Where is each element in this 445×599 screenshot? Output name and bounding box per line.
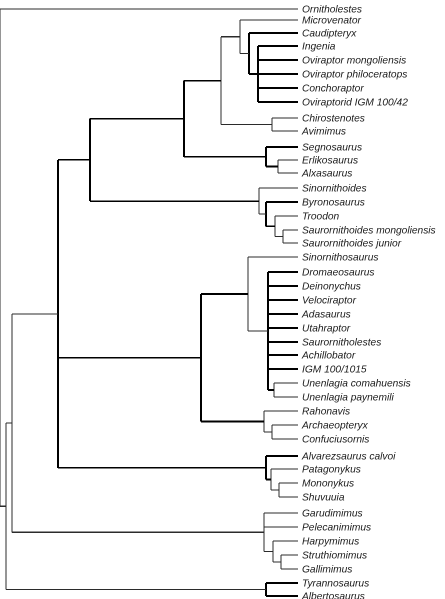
taxon-label: Harpymimus: [302, 537, 359, 548]
taxon-label: Adasaurus: [301, 310, 351, 321]
taxon-label: Microvenator: [302, 16, 361, 27]
taxon-label: Segnosaurus: [302, 143, 362, 154]
taxon-label: Alxasaurus: [301, 169, 352, 180]
taxon-label: Erlikosaurus: [302, 156, 358, 167]
taxon-label: Archaeopteryx: [301, 421, 369, 432]
taxon-label: Velociraptor: [302, 296, 357, 307]
taxon-label: Ingenia: [302, 42, 336, 53]
cladogram-branches: [0, 8, 298, 597]
taxon-label: Pelecanimimus: [302, 523, 371, 534]
taxon-label: Confuciusornis: [302, 435, 369, 446]
taxon-label: Tyrannosaurus: [302, 579, 369, 590]
taxon-label: Gallimimus: [302, 565, 352, 576]
taxon-label: Conchoraptor: [302, 84, 364, 95]
taxon-label: Oviraptor philoceratops: [302, 70, 407, 81]
taxon-label: Rahonavis: [302, 407, 350, 418]
taxon-label: Unenlagia paynemili: [302, 393, 394, 404]
taxon-label: Unenlagia comahuensis: [302, 379, 411, 390]
taxon-label: Saurornithoides mongoliensis: [302, 226, 436, 237]
taxon-label: Chirostenotes: [302, 114, 365, 125]
taxon-label: Alvarezsaurus calvoi: [301, 452, 396, 463]
taxon-label: Ornitholestes: [302, 5, 362, 16]
taxon-label: Saurornithoides junior: [302, 239, 402, 250]
taxon-label: Avimimus: [301, 127, 346, 138]
taxon-label: Sinornithosaurus: [302, 253, 378, 264]
taxon-label: Shuvuuia: [302, 493, 345, 504]
taxon-label: Garudimimus: [302, 509, 363, 520]
taxon-label: IGM 100/1015: [302, 365, 367, 376]
taxon-label: Caudipteryx: [302, 29, 357, 40]
taxon-label: Troodon: [302, 212, 340, 223]
taxon-label: Mononykus: [302, 479, 354, 490]
taxon-label: Sinornithoides: [302, 184, 367, 195]
taxon-label: Dromaeosaurus: [302, 268, 374, 279]
taxon-label: Oviraptor mongoliensis: [302, 56, 406, 67]
taxon-label: Utahraptor: [302, 324, 351, 335]
taxon-label: Saurornitholestes: [302, 338, 381, 349]
taxon-label: Oviraptorid IGM 100/42: [302, 98, 408, 109]
taxon-label: Byronosaurus: [302, 198, 365, 209]
taxon-label: Struthiomimus: [302, 551, 367, 562]
taxon-label: Albertosaurus: [301, 592, 365, 599]
taxon-label: Patagonykus: [302, 465, 361, 476]
taxon-label: Deinonychus: [302, 282, 361, 293]
taxon-label: Achillobator: [301, 351, 356, 362]
